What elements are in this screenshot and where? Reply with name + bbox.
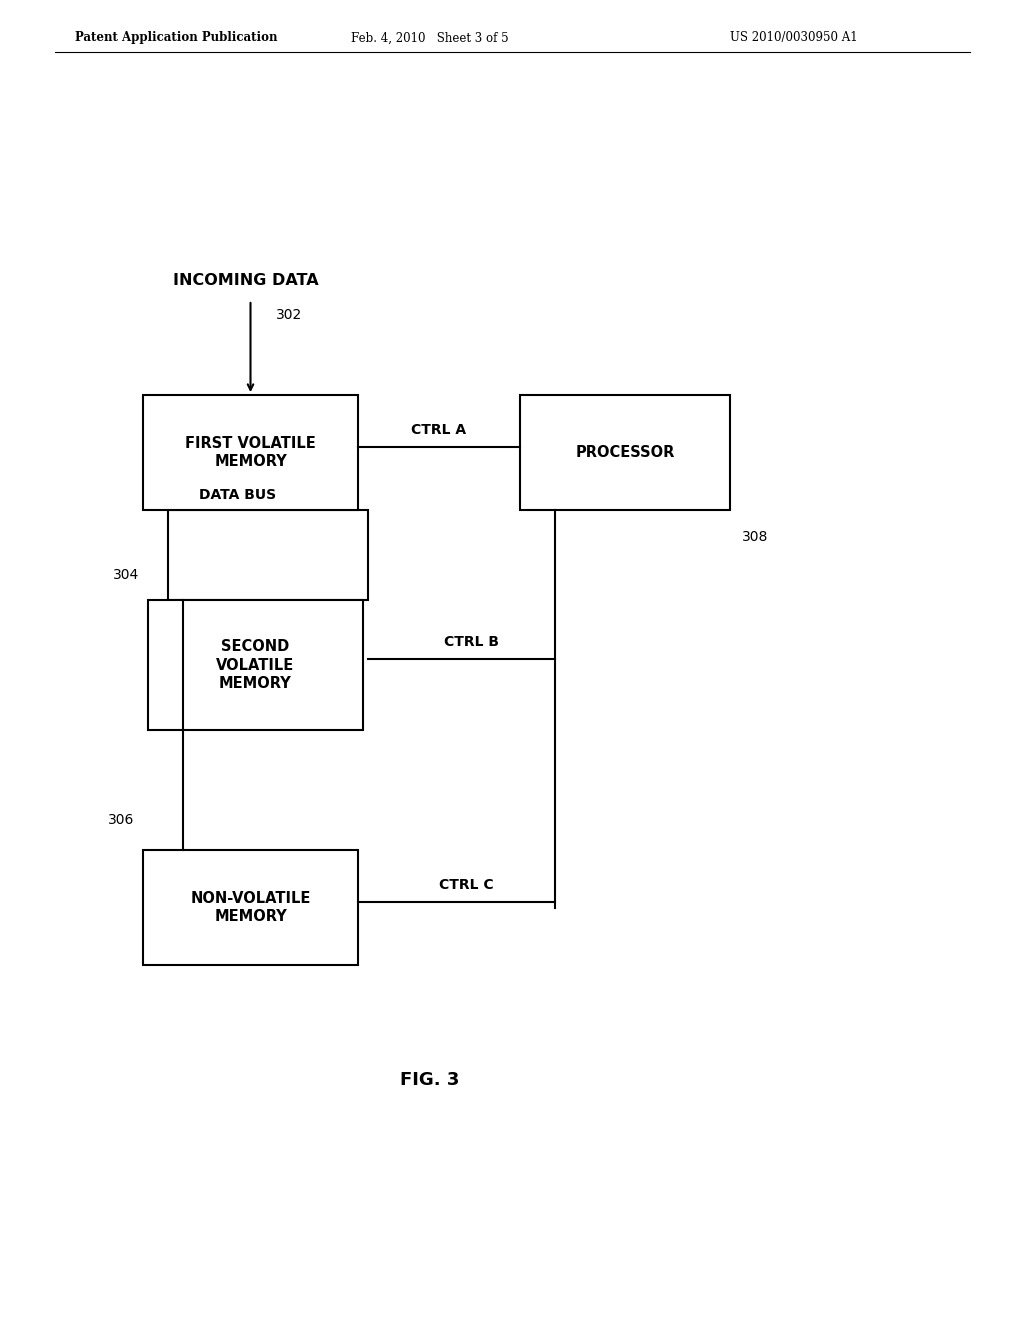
Text: US 2010/0030950 A1: US 2010/0030950 A1 (730, 32, 858, 45)
Bar (143, 395, 358, 510)
Text: MEMORY: MEMORY (219, 676, 292, 692)
Bar (520, 395, 730, 510)
Text: MEMORY: MEMORY (214, 454, 287, 470)
Text: PROCESSOR: PROCESSOR (575, 445, 675, 459)
Text: SECOND: SECOND (221, 639, 290, 653)
Text: NON-VOLATILE: NON-VOLATILE (190, 891, 310, 906)
Text: 304: 304 (113, 568, 139, 582)
Text: DATA BUS: DATA BUS (200, 488, 276, 502)
Text: VOLATILE: VOLATILE (216, 657, 295, 672)
Text: FIG. 3: FIG. 3 (400, 1071, 460, 1089)
Text: CTRL C: CTRL C (439, 878, 494, 892)
Text: 308: 308 (742, 531, 768, 544)
Bar (168, 510, 368, 601)
Text: FIRST VOLATILE: FIRST VOLATILE (185, 436, 315, 450)
Bar (148, 601, 362, 730)
Text: 302: 302 (275, 308, 302, 322)
Bar (143, 850, 358, 965)
Text: CTRL A: CTRL A (412, 422, 467, 437)
Text: INCOMING DATA: INCOMING DATA (173, 273, 318, 288)
Text: Patent Application Publication: Patent Application Publication (75, 32, 278, 45)
Text: Feb. 4, 2010   Sheet 3 of 5: Feb. 4, 2010 Sheet 3 of 5 (351, 32, 509, 45)
Text: 306: 306 (108, 813, 134, 828)
Text: CTRL B: CTRL B (444, 635, 499, 648)
Text: MEMORY: MEMORY (214, 909, 287, 924)
